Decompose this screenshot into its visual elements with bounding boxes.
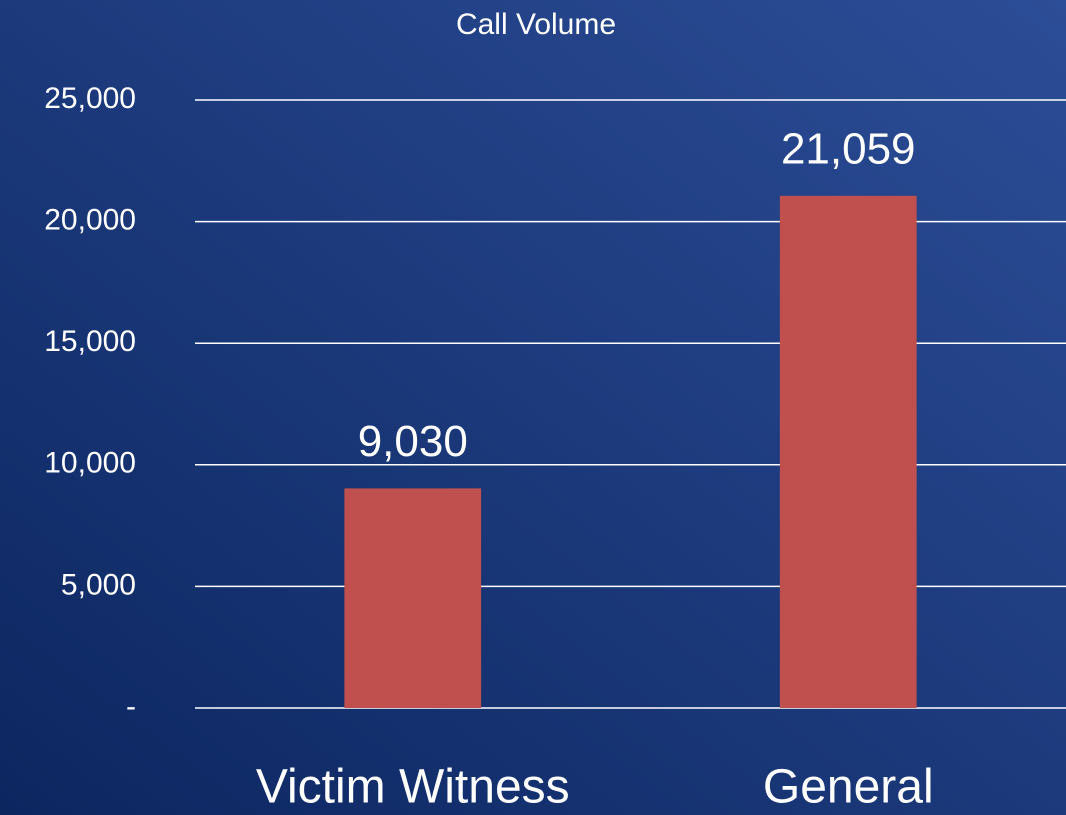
x-tick-label: Victim Witness (256, 761, 570, 814)
y-tick-label: 15,000 (44, 325, 136, 358)
chart-title: Call Volume (456, 8, 616, 41)
data-label: 9,030 (358, 417, 468, 466)
y-tick-label: 5,000 (61, 568, 136, 601)
y-tick-label: 10,000 (44, 447, 136, 480)
bar (779, 195, 917, 709)
bar (344, 488, 482, 708)
y-tick-label: 20,000 (44, 204, 136, 237)
y-tick-label: - (126, 690, 136, 723)
y-tick-label: 25,000 (44, 82, 136, 115)
x-tick-label: General (763, 761, 934, 814)
data-label: 21,059 (781, 124, 916, 173)
